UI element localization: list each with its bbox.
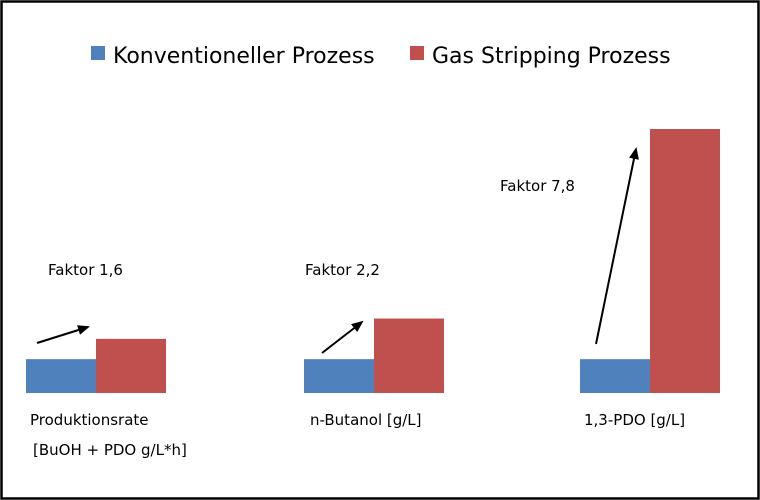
bars bbox=[26, 129, 720, 393]
legend-swatch-2 bbox=[410, 46, 424, 60]
bar-3-series-2 bbox=[650, 129, 720, 393]
legend: Konventioneller Prozess Gas Stripping Pro… bbox=[91, 44, 671, 69]
legend-swatch-1 bbox=[91, 46, 105, 60]
factor-label-2: Faktor 2,2 bbox=[305, 261, 380, 279]
bar-1-series-2 bbox=[96, 338, 166, 393]
factor-label-3: Faktor 7,8 bbox=[500, 177, 575, 195]
bar-1-series-1 bbox=[26, 359, 96, 393]
factor-arrow-2 bbox=[321, 320, 364, 354]
bar-2-series-1 bbox=[304, 359, 374, 393]
category-label-3: 1,3-PDO [g/L] bbox=[584, 411, 685, 429]
factor-label-1: Faktor 1,6 bbox=[48, 261, 123, 279]
legend-label-2: Gas Stripping Prozess bbox=[432, 44, 671, 69]
annotations: Faktor 1,6 Faktor 2,2 Faktor 7,8 bbox=[36, 147, 639, 354]
category-label-1-line-1: Produktionsrate bbox=[30, 411, 149, 429]
factor-arrow-1 bbox=[36, 325, 90, 344]
category-label-2: n-Butanol [g/L] bbox=[310, 411, 422, 429]
category-labels: Produktionsrate [BuOH + PDO g/L*h] n-Butan… bbox=[30, 411, 685, 459]
factor-arrow-3 bbox=[595, 147, 639, 345]
category-label-1-line-2: [BuOH + PDO g/L*h] bbox=[33, 441, 187, 459]
bar-2-series-2 bbox=[374, 318, 444, 393]
legend-label-1: Konventioneller Prozess bbox=[113, 44, 375, 69]
bar-3-series-1 bbox=[580, 359, 650, 393]
